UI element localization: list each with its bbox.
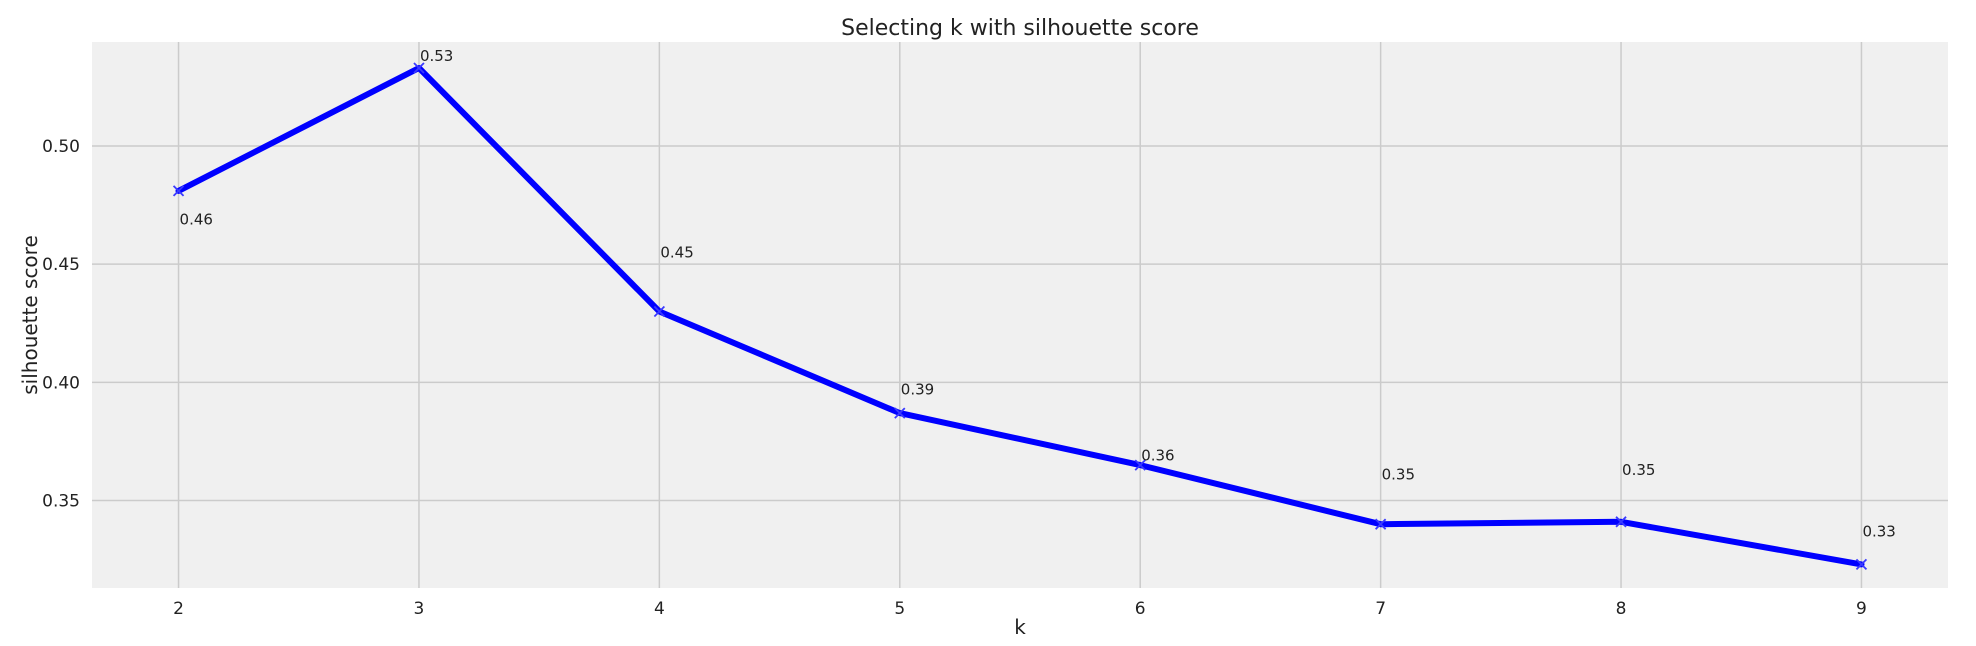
x-tick-label: 8 bbox=[1616, 599, 1627, 619]
y-tick-label: 0.45 bbox=[42, 255, 80, 275]
data-point-marker bbox=[1615, 516, 1627, 528]
x-tick-label: 7 bbox=[1375, 599, 1386, 619]
data-label: 0.53 bbox=[420, 47, 453, 65]
data-point-marker bbox=[1374, 518, 1387, 530]
x-axis-label: k bbox=[1014, 615, 1026, 639]
y-tick-label: 0.35 bbox=[42, 492, 80, 512]
data-point-marker bbox=[653, 305, 666, 318]
data-point-marker bbox=[1134, 459, 1146, 471]
data-label: 0.35 bbox=[1622, 461, 1655, 479]
data-label: 0.39 bbox=[901, 380, 934, 398]
x-tick-label: 5 bbox=[894, 599, 905, 619]
data-label: 0.33 bbox=[1862, 522, 1895, 540]
data-label: 0.35 bbox=[1382, 466, 1415, 484]
x-tick-label: 6 bbox=[1135, 599, 1146, 619]
tick-labels: 2 3 4 5 6 7 8 9 0.35 0.40 0.45 0.50 bbox=[42, 137, 1867, 619]
y-tick-label: 0.40 bbox=[42, 373, 80, 393]
data-label: 0.46 bbox=[180, 210, 213, 228]
x-tick-label: 3 bbox=[414, 599, 425, 619]
data-point-marker bbox=[894, 407, 906, 419]
markers bbox=[172, 62, 1868, 571]
data-label: 0.36 bbox=[1141, 447, 1174, 465]
chart-title: Selecting k with silhouette score bbox=[841, 16, 1199, 41]
series bbox=[175, 65, 1865, 568]
plot-background bbox=[92, 42, 1948, 588]
data-label: 0.45 bbox=[660, 243, 693, 261]
data-labels: 0.46 0.53 0.45 0.39 0.36 0.35 0.35 0.33 bbox=[180, 47, 1896, 540]
x-tick-label: 4 bbox=[654, 599, 665, 619]
y-axis-label: silhouette score bbox=[18, 235, 42, 395]
x-tick-label: 2 bbox=[173, 599, 184, 619]
data-point-marker bbox=[1855, 558, 1868, 571]
y-tick-label: 0.50 bbox=[42, 137, 80, 157]
data-point-marker bbox=[172, 185, 185, 197]
grid bbox=[92, 42, 1948, 588]
data-point-marker bbox=[413, 62, 425, 74]
series-line bbox=[175, 65, 1865, 568]
x-tick-label: 9 bbox=[1856, 599, 1867, 619]
